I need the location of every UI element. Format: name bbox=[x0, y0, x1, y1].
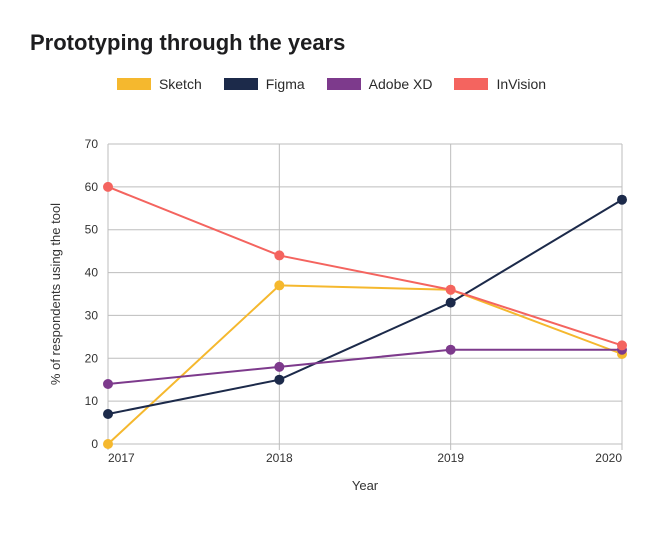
legend-item-sketch: Sketch bbox=[117, 76, 202, 92]
chart-grid bbox=[108, 144, 622, 450]
series-line-adobe-xd bbox=[108, 350, 622, 384]
y-tick-label: 0 bbox=[91, 437, 98, 451]
legend-swatch bbox=[327, 78, 361, 90]
x-tick-label: 2018 bbox=[266, 451, 293, 465]
x-tick-label: 2017 bbox=[108, 451, 135, 465]
series-line-sketch bbox=[108, 285, 622, 444]
series-marker bbox=[274, 362, 284, 372]
series-marker bbox=[274, 280, 284, 290]
series-marker bbox=[103, 409, 113, 419]
series-marker bbox=[446, 285, 456, 295]
series-line-invision bbox=[108, 187, 622, 346]
series-marker bbox=[446, 345, 456, 355]
legend-swatch bbox=[454, 78, 488, 90]
y-tick-label: 50 bbox=[85, 223, 99, 237]
legend-item-invision: InVision bbox=[454, 76, 546, 92]
series-line-figma bbox=[108, 200, 622, 414]
line-chart: 0 10 20 30 40 50 60 70 2017 2018 2019 2020 % of resp… bbox=[30, 98, 633, 528]
y-tick-label: 10 bbox=[85, 394, 99, 408]
legend-label: Sketch bbox=[159, 76, 202, 92]
legend-item-figma: Figma bbox=[224, 76, 305, 92]
y-axis-label: % of respondents using the tool bbox=[48, 203, 63, 385]
series-marker bbox=[617, 340, 627, 350]
series-marker bbox=[103, 182, 113, 192]
page-title: Prototyping through the years bbox=[30, 30, 633, 56]
legend-label: Figma bbox=[266, 76, 305, 92]
y-tick-label: 30 bbox=[85, 308, 99, 322]
legend-label: Adobe XD bbox=[369, 76, 433, 92]
series-marker bbox=[274, 250, 284, 260]
chart-legend: Sketch Figma Adobe XD InVision bbox=[30, 76, 633, 92]
y-tick-label: 60 bbox=[85, 180, 99, 194]
y-tick-label: 20 bbox=[85, 351, 99, 365]
x-tick-label: 2020 bbox=[595, 451, 622, 465]
series-marker bbox=[617, 195, 627, 205]
x-tick-label: 2019 bbox=[437, 451, 464, 465]
series-marker bbox=[103, 439, 113, 449]
y-tick-label: 70 bbox=[85, 137, 99, 151]
x-axis-label: Year bbox=[352, 478, 379, 493]
chart-container: Sketch Figma Adobe XD InVision 0 10 20 30 40 50 6… bbox=[30, 76, 633, 528]
legend-swatch bbox=[117, 78, 151, 90]
legend-swatch bbox=[224, 78, 258, 90]
series-marker bbox=[274, 375, 284, 385]
series-marker bbox=[446, 298, 456, 308]
legend-item-adobe-xd: Adobe XD bbox=[327, 76, 433, 92]
y-tick-label: 40 bbox=[85, 266, 99, 280]
legend-label: InVision bbox=[496, 76, 546, 92]
series-marker bbox=[103, 379, 113, 389]
